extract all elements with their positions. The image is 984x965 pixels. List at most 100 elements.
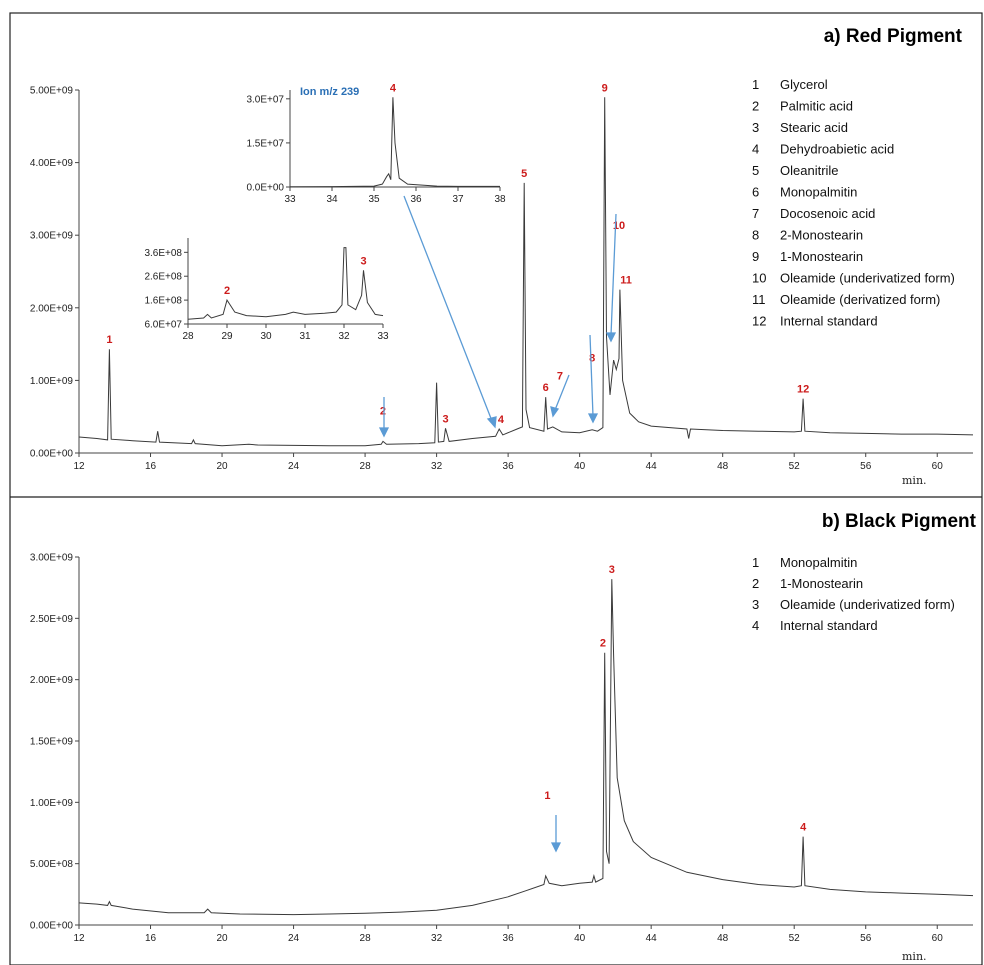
panel-b-y-tick-label: 5.00E+08	[30, 859, 74, 870]
panel-b-y-tick-label: 1.00E+09	[30, 798, 74, 809]
panel-a-legend-number: 8	[752, 228, 759, 243]
panel-a-legend-entry: Dehydroabietic acid	[780, 142, 894, 157]
panel-b-arrows	[550, 815, 562, 853]
panel-a-x-tick-label: 20	[216, 461, 228, 472]
inset-ion-x-tick-label: 35	[368, 194, 380, 205]
panel-b-y-tick-label: 2.50E+09	[30, 614, 74, 625]
inset-zoom-axes: 28 29 30 31 32 336.0E+071.6E+082.6E+083.6E+08	[144, 238, 389, 342]
panel-b-y-tick-label: 3.00E+09	[30, 553, 74, 564]
panel-a-legend-number: 10	[752, 271, 766, 286]
panel-b-legend-number: 3	[752, 597, 759, 612]
panel-b-x-unit: min.	[902, 950, 927, 963]
inset-zoom-y-tick-label: 3.6E+08	[144, 248, 182, 259]
inset-ion-y-tick-label: 3.0E+07	[246, 94, 284, 105]
panel-a-x-tick-label: 12	[73, 461, 85, 472]
inset-ion-y-tick-label: 0.0E+00	[246, 183, 284, 194]
panel-a-y-tick-label: 2.00E+09	[30, 303, 74, 314]
panel-a-y-tick-label: 0.00E+00	[30, 449, 74, 460]
panel-b-x-tick-label: 52	[789, 933, 801, 944]
panel-a-legend-entry: Oleanitrile	[780, 163, 839, 178]
panel-b-x-tick-label: 32	[431, 933, 443, 944]
panel-a-y-tick-label: 1.00E+09	[30, 376, 74, 387]
inset-zoom-y-tick-label: 6.0E+07	[144, 320, 182, 331]
panel-a-peak-label: 9	[602, 82, 608, 94]
panel-b-x-tick-label: 60	[932, 933, 944, 944]
panel-a-peak-label: 5	[521, 168, 527, 180]
inset-ion-239: Ion m/z 239 33 34 35 36 37 38 0.0E+00 1.5E+07 3.…	[246, 82, 506, 205]
panel-a-legend-number: 1	[752, 77, 759, 92]
panel-a-peak-label: 8	[589, 352, 595, 364]
panel-a-title: a) Red Pigment	[824, 26, 963, 47]
arrow-peak-7	[554, 374, 570, 411]
panel-b-x-tick-label: 48	[717, 933, 729, 944]
panel-a-legend-entry: Glycerol	[780, 77, 828, 92]
panel-b-legend-entry: Internal standard	[780, 618, 878, 633]
panel-b-legend-entry: 1-Monostearin	[780, 576, 863, 591]
panel-a-peak-label: 1	[106, 334, 112, 346]
panel-a-peak-label: 11	[620, 275, 632, 287]
panel-a-x-tick-label: 40	[574, 461, 586, 472]
panel-a-x-tick-label: 16	[145, 461, 157, 472]
panel-a-y-tick-label: 4.00E+09	[30, 158, 74, 169]
panel-a-x-tick-label: 56	[860, 461, 872, 472]
inset-ion-x-tick-label: 34	[326, 194, 338, 205]
inset-zoom-x-tick-label: 30	[260, 331, 272, 342]
panel-b-legend-entry: Monopalmitin	[780, 555, 857, 570]
inset-ion-peak-label: 4	[390, 82, 397, 94]
panel-a-legend-number: 11	[752, 292, 766, 307]
panel-a-y-tick-label: 3.00E+09	[30, 231, 74, 242]
panel-a-legend-number: 3	[752, 120, 759, 135]
panel-b-legend-number: 4	[752, 618, 759, 633]
inset-ion-x-tick-label: 37	[452, 194, 464, 205]
panel-b-trace	[78, 579, 974, 916]
panel-b-axes: 12 16 20 24 28 32 36 40 44 48 52 56 600.00E+005.00E+…	[30, 553, 973, 944]
panel-b-x-tick-label: 16	[145, 933, 157, 944]
panel-a-x-tick-label: 24	[288, 461, 300, 472]
inset-ion-x-tick-label: 36	[410, 194, 422, 205]
panel-a-x-tick-label: 60	[932, 461, 944, 472]
panel-b-x-tick-label: 12	[73, 933, 85, 944]
panel-a-legend-entry: Docosenoic acid	[780, 206, 875, 221]
arrow-peak-8	[589, 334, 594, 417]
panel-red-pigment: a) Red Pigment 12 16 20 24 28 32 36 40 44 48 52 56 6…	[30, 26, 974, 487]
inset-zoom-peak-labels: 23	[224, 255, 367, 297]
panel-a-trace	[78, 97, 974, 447]
inset-zoom-28-33: 28 29 30 31 32 336.0E+071.6E+082.6E+083.6E+08…	[144, 238, 389, 342]
panel-b-x-tick-label: 24	[288, 933, 300, 944]
panel-a-legend-entry: Oleamide (underivatized form)	[780, 271, 955, 286]
inset-zoom-peak-label: 2	[224, 285, 230, 297]
panel-b-x-tick-label: 20	[216, 933, 228, 944]
panel-a-peak-label: 2	[380, 405, 386, 417]
panel-a-legend-entry: 2-Monostearin	[780, 228, 863, 243]
panel-a-legend-entry: 1-Monostearin	[780, 249, 863, 264]
panel-a-legend-number: 7	[752, 206, 759, 221]
panel-b-peak-labels: 1 2 3 4	[544, 564, 807, 834]
panel-a-x-tick-label: 32	[431, 461, 443, 472]
inset-ion-x-tick-label: 38	[494, 194, 506, 205]
panel-b-legend-entry: Oleamide (underivatized form)	[780, 597, 955, 612]
inset-ion-239-trace	[289, 97, 500, 188]
panel-a-legend-number: 9	[752, 249, 759, 264]
inset-zoom-x-tick-label: 29	[221, 331, 233, 342]
panel-a-legend-number: 5	[752, 163, 759, 178]
panel-b-peak-label: 4	[800, 822, 807, 834]
panel-b-x-tick-label: 36	[503, 933, 515, 944]
panel-b-peak-label: 3	[609, 564, 615, 576]
panel-a-x-tick-label: 48	[717, 461, 729, 472]
panel-a-legend: 1 Glycerol 2 Palmitic acid 3 Stearic acid 4 Deh…	[752, 77, 955, 329]
panel-a-legend-entry: Internal standard	[780, 314, 878, 329]
panel-a-legend-entry: Monopalmitin	[780, 185, 857, 200]
panel-b-peak-label: 2	[600, 638, 606, 650]
panel-a-x-tick-label: 52	[789, 461, 801, 472]
inset-ion-x-tick-label: 33	[284, 194, 296, 205]
panel-a-legend-entry: Oleamide (derivatized form)	[780, 292, 940, 307]
arrow-head-8	[587, 413, 599, 424]
panel-b-legend-number: 2	[752, 576, 759, 591]
panel-a-x-tick-label: 36	[503, 461, 515, 472]
panel-b-legend-number: 1	[752, 555, 759, 570]
inset-zoom-x-tick-label: 31	[299, 331, 311, 342]
arrow-peak-10	[610, 213, 617, 336]
figure-frame	[9, 12, 983, 965]
inset-zoom-trace	[187, 247, 384, 320]
